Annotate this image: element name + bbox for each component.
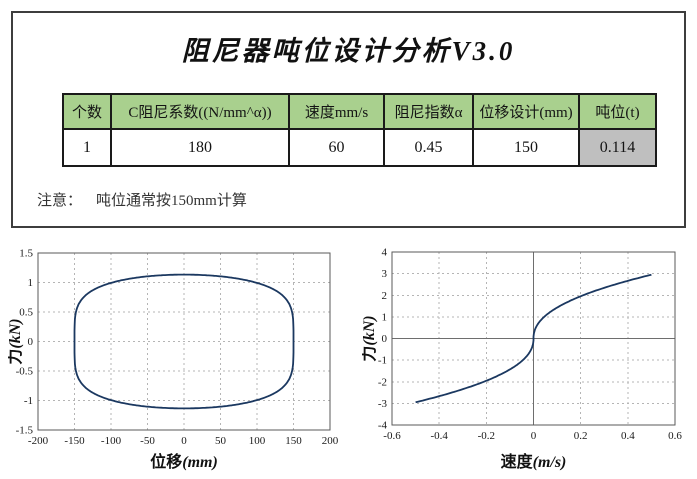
page-title: 阻尼器吨位设计分析V3.0 — [181, 36, 516, 66]
svg-text:-50: -50 — [140, 435, 155, 447]
svg-text:-3: -3 — [378, 398, 388, 410]
col-header-damping-coefficient: C阻尼系数((N/mm^α)) — [110, 93, 290, 130]
svg-text:-0.6: -0.6 — [383, 430, 401, 442]
svg-text:-1.5: -1.5 — [16, 425, 34, 437]
col-header-velocity: 速度mm/s — [288, 93, 385, 130]
svg-text:-0.5: -0.5 — [16, 366, 34, 378]
svg-text:-4: -4 — [378, 420, 388, 432]
x-axis-label: 速度(m/s) — [501, 452, 567, 471]
cell-tonnage-result[interactable]: 0.114 — [578, 128, 657, 167]
cell-design-displacement[interactable]: 150 — [472, 128, 580, 167]
grid-lines — [38, 253, 330, 430]
note-label: 注意： — [37, 193, 83, 209]
svg-text:1: 1 — [28, 277, 34, 289]
svg-text:-100: -100 — [101, 435, 122, 447]
col-header-count: 个数 — [62, 93, 112, 130]
cell-damping-exponent[interactable]: 0.45 — [383, 128, 474, 167]
svg-text:0: 0 — [28, 336, 34, 348]
svg-text:-0.2: -0.2 — [478, 430, 495, 442]
force-velocity-chart: -0.6 -0.4 -0.2 0 0.2 0.4 0.6 -4 -3 -2 -1 0 1 2 3 4 速度(m/… — [362, 247, 683, 472]
col-header-tonnage: 吨位(t) — [578, 93, 657, 130]
svg-text:-150: -150 — [64, 435, 85, 447]
table-header-row: 个数 C阻尼系数((N/mm^α)) 速度mm/s 阻尼指数α 位移设计(mm)… — [62, 93, 657, 130]
tick-labels: -0.6 -0.4 -0.2 0 0.2 0.4 0.6 -4 -3 -2 -1 0 1 2 3 4 — [378, 247, 683, 443]
svg-text:0.5: 0.5 — [19, 307, 33, 319]
y-axis-label: 力(kN) — [8, 318, 24, 364]
svg-text:-1: -1 — [378, 355, 387, 367]
cell-damping-coefficient[interactable]: 180 — [110, 128, 290, 167]
svg-text:-2: -2 — [378, 376, 387, 388]
hysteresis-chart: -200 -150 -100 -50 0 50 100 150 200 -1.5 -1 -0.5 0 0.… — [8, 248, 339, 472]
svg-text:0.4: 0.4 — [621, 430, 635, 442]
data-curve — [73, 273, 295, 410]
svg-text:0: 0 — [181, 435, 187, 447]
svg-text:1.5: 1.5 — [19, 248, 33, 260]
col-header-damping-exponent: 阻尼指数α — [383, 93, 474, 130]
x-axis-label: 位移(mm) — [150, 452, 218, 471]
analysis-panel: 阻尼器吨位设计分析V3.0 个数 C阻尼系数((N/mm^α)) 速度mm/s … — [11, 11, 686, 228]
svg-text:200: 200 — [322, 435, 339, 447]
svg-text:2: 2 — [382, 290, 388, 302]
cell-count[interactable]: 1 — [62, 128, 112, 167]
svg-text:-0.4: -0.4 — [430, 430, 448, 442]
svg-text:0.6: 0.6 — [668, 430, 682, 442]
svg-text:100: 100 — [249, 435, 266, 447]
table-value-row: 1 180 60 0.45 150 0.114 — [62, 128, 657, 167]
plot-border — [37, 252, 331, 431]
svg-text:0: 0 — [531, 430, 537, 442]
svg-text:150: 150 — [285, 435, 302, 447]
svg-text:-200: -200 — [28, 435, 49, 447]
tick-labels: -200 -150 -100 -50 0 50 100 150 200 -1.5 -1 -0.5 0 0.… — [16, 248, 339, 448]
cell-velocity[interactable]: 60 — [288, 128, 385, 167]
data-curve — [415, 273, 652, 404]
svg-text:-1: -1 — [24, 395, 33, 407]
svg-text:1: 1 — [382, 311, 388, 323]
note-text: 吨位通常按150mm计算 — [96, 193, 247, 209]
parameters-table: 个数 C阻尼系数((N/mm^α)) 速度mm/s 阻尼指数α 位移设计(mm)… — [62, 93, 657, 167]
svg-text:0: 0 — [382, 333, 388, 345]
svg-text:50: 50 — [215, 435, 227, 447]
col-header-design-displacement: 位移设计(mm) — [472, 93, 580, 130]
plot-border — [391, 251, 676, 426]
svg-text:3: 3 — [382, 268, 388, 280]
svg-text:0.2: 0.2 — [574, 430, 588, 442]
note: 注意： 吨位通常按150mm计算 — [37, 189, 247, 210]
y-axis-label: 力(kN) — [362, 315, 378, 361]
svg-text:4: 4 — [382, 247, 388, 259]
